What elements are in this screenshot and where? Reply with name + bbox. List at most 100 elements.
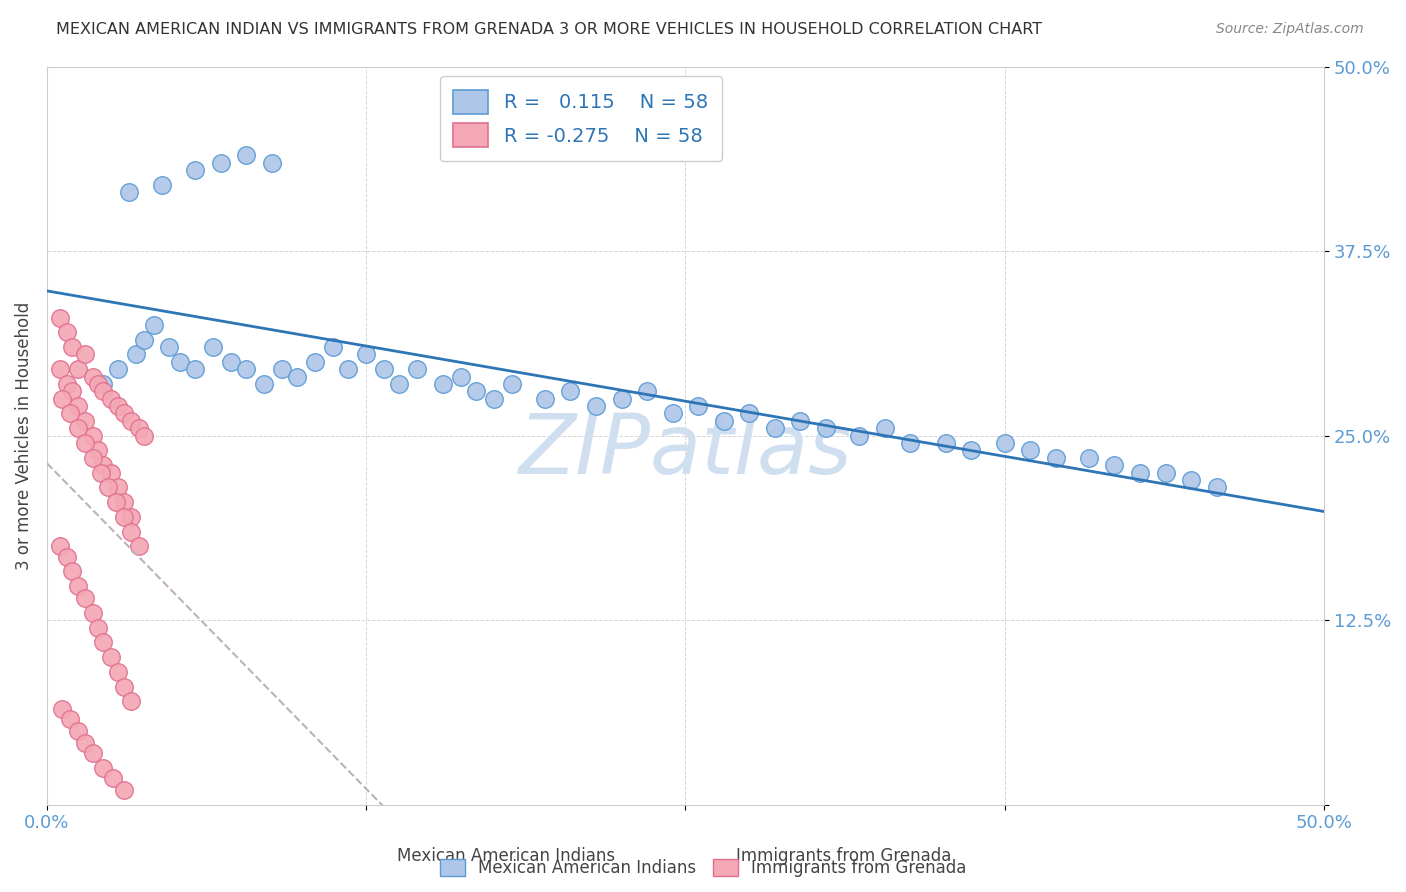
- Point: [51, 702, 73, 716]
- Point: [1019, 443, 1042, 458]
- Point: [1104, 458, 1126, 472]
- Point: [994, 436, 1017, 450]
- Point: [585, 399, 607, 413]
- Point: [107, 665, 129, 679]
- Point: [103, 771, 125, 785]
- Point: [636, 384, 658, 399]
- Point: [354, 347, 377, 361]
- Point: [120, 524, 142, 539]
- Point: [688, 399, 710, 413]
- Point: [104, 495, 127, 509]
- Point: [82, 746, 104, 760]
- Point: [112, 783, 135, 797]
- Point: [112, 495, 135, 509]
- Text: ZIPatlas: ZIPatlas: [519, 410, 852, 491]
- Point: [66, 362, 89, 376]
- Point: [128, 540, 150, 554]
- Point: [898, 436, 921, 450]
- Point: [169, 355, 191, 369]
- Point: [62, 340, 84, 354]
- Point: [48, 362, 70, 376]
- Point: [91, 376, 114, 391]
- Point: [285, 369, 308, 384]
- Point: [337, 362, 360, 376]
- Point: [270, 362, 292, 376]
- Point: [1154, 466, 1177, 480]
- Text: Source: ZipAtlas.com: Source: ZipAtlas.com: [1216, 22, 1364, 37]
- Point: [406, 362, 429, 376]
- Point: [75, 591, 97, 605]
- Point: [184, 163, 207, 178]
- Point: [120, 414, 142, 428]
- Point: [100, 650, 122, 665]
- Point: [75, 436, 97, 450]
- Point: [120, 694, 142, 708]
- Point: [482, 392, 505, 406]
- Legend: R =   0.115    N = 58, R = -0.275    N = 58: R = 0.115 N = 58, R = -0.275 N = 58: [440, 77, 721, 161]
- Point: [56, 326, 79, 340]
- Point: [112, 680, 135, 694]
- Point: [322, 340, 344, 354]
- Point: [100, 392, 122, 406]
- Point: [117, 185, 139, 199]
- Point: [87, 376, 110, 391]
- Point: [143, 318, 166, 332]
- Point: [82, 450, 104, 465]
- Point: [201, 340, 224, 354]
- Point: [59, 407, 82, 421]
- Point: [87, 443, 110, 458]
- Point: [120, 509, 142, 524]
- Point: [56, 376, 79, 391]
- Point: [59, 712, 82, 726]
- Point: [235, 148, 257, 162]
- Point: [125, 347, 148, 361]
- Point: [534, 392, 557, 406]
- Point: [91, 458, 114, 472]
- Point: [82, 606, 104, 620]
- Point: [107, 362, 129, 376]
- Point: [159, 340, 181, 354]
- Point: [128, 421, 150, 435]
- Point: [450, 369, 472, 384]
- Point: [610, 392, 633, 406]
- Point: [66, 579, 89, 593]
- Point: [661, 407, 683, 421]
- Point: [107, 480, 129, 494]
- Point: [763, 421, 786, 435]
- Point: [91, 384, 114, 399]
- Point: [91, 761, 114, 775]
- Point: [82, 428, 104, 442]
- Point: [560, 384, 582, 399]
- Point: [66, 723, 89, 738]
- Point: [132, 333, 155, 347]
- Point: [112, 509, 135, 524]
- Point: [89, 466, 111, 480]
- Point: [1077, 450, 1099, 465]
- Point: [1045, 450, 1067, 465]
- Point: [935, 436, 957, 450]
- Point: [1205, 480, 1227, 494]
- Point: [112, 407, 135, 421]
- Point: [82, 369, 104, 384]
- Point: [219, 355, 242, 369]
- Text: MEXICAN AMERICAN INDIAN VS IMMIGRANTS FROM GRENADA 3 OR MORE VEHICLES IN HOUSEHO: MEXICAN AMERICAN INDIAN VS IMMIGRANTS FR…: [56, 22, 1042, 37]
- Point: [209, 155, 232, 169]
- Point: [66, 421, 89, 435]
- Point: [75, 347, 97, 361]
- Point: [150, 178, 173, 192]
- Point: [1129, 466, 1152, 480]
- Point: [501, 376, 523, 391]
- Point: [873, 421, 896, 435]
- Point: [66, 399, 89, 413]
- Point: [184, 362, 207, 376]
- Point: [48, 540, 70, 554]
- Point: [432, 376, 454, 391]
- Point: [75, 736, 97, 750]
- Point: [62, 565, 84, 579]
- Point: [260, 155, 283, 169]
- Point: [304, 355, 326, 369]
- Point: [713, 414, 735, 428]
- Point: [75, 414, 97, 428]
- Text: Mexican American Indians: Mexican American Indians: [396, 847, 616, 865]
- Point: [132, 428, 155, 442]
